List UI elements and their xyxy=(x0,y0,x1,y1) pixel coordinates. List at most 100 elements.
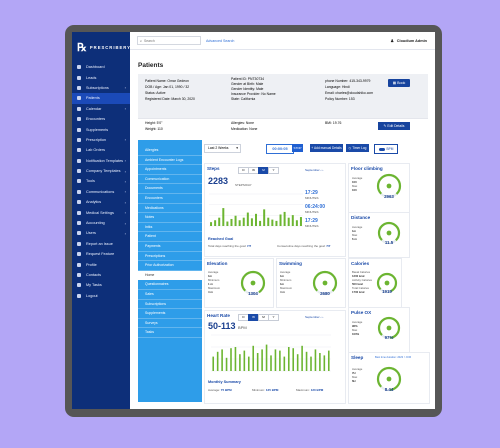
sidebar-item-label: Prescription xyxy=(86,137,107,142)
floor-value: 2963 xyxy=(384,194,394,199)
tab-item[interactable]: Surveys xyxy=(138,319,202,329)
tab-item[interactable]: Ambient Encounter Logs xyxy=(138,156,202,166)
summary-value: 125 BPM xyxy=(265,388,279,392)
goal-total: Total days reaching the goal: 7/7 xyxy=(208,244,251,248)
chart-bar xyxy=(314,349,317,371)
search-box[interactable]: ⌕ xyxy=(137,36,201,45)
stat-label: Minimum xyxy=(280,278,292,282)
sidebar-item[interactable]: Calendar › xyxy=(72,104,130,114)
sidebar-item[interactable]: My Tasks xyxy=(72,280,130,290)
tab-item[interactable]: Supplements xyxy=(138,309,202,319)
timer-log-button[interactable]: ◷ Timer Log xyxy=(346,144,369,152)
tab-item[interactable]: Questionnaires xyxy=(138,280,202,290)
sidebar-item[interactable]: Request Feature xyxy=(72,249,130,259)
chart-bar xyxy=(250,218,253,226)
sidebar-item[interactable]: Dashboard xyxy=(72,62,130,72)
sidebar-item[interactable]: Encounters xyxy=(72,114,130,124)
sidebar-item-label: Tools xyxy=(86,179,95,184)
stop-button[interactable]: STOP xyxy=(292,144,303,152)
period-option[interactable]: Y xyxy=(268,314,279,321)
patient-field: phone Number: 415-343-9979 xyxy=(325,79,371,83)
sidebar-item[interactable]: Profile xyxy=(72,259,130,269)
period-option[interactable]: Y xyxy=(268,167,279,174)
ring-progress xyxy=(377,221,401,245)
tab-item[interactable]: Prescriptions xyxy=(138,252,202,262)
tab-item[interactable]: Notes xyxy=(138,213,202,223)
stat-row: Basal Calories 1200 kcal xyxy=(352,270,372,278)
tab-item[interactable]: Sales xyxy=(138,290,202,300)
sidebar-item[interactable]: Subscriptions › xyxy=(72,83,130,93)
toggle-switch[interactable] xyxy=(378,147,385,151)
sleep-note: Best time duration: 2023 > 9:06 xyxy=(375,356,412,359)
heart-month[interactable]: September ‹ › xyxy=(305,315,324,319)
tab-item[interactable]: Payments xyxy=(138,242,202,252)
tab-item[interactable]: Medications xyxy=(138,204,202,214)
sidebar-item[interactable]: Accounting › xyxy=(72,218,130,228)
sidebar-item[interactable]: Medical Settings › xyxy=(72,207,130,217)
edit-details-label: Edit Details xyxy=(387,124,405,128)
pulse-stats: Average 96% Max 100% xyxy=(352,320,362,336)
sidebar-item[interactable]: Supplements xyxy=(72,124,130,134)
sidebar-item[interactable]: Lab Orders xyxy=(72,145,130,155)
tab-item[interactable]: Communication xyxy=(138,175,202,185)
patient-field: Patient Name: Omar Gedeon xyxy=(145,79,189,83)
sidebar-item[interactable]: Users › xyxy=(72,228,130,238)
tab-item[interactable]: Documents xyxy=(138,184,202,194)
sidebar-item-label: Medical Settings xyxy=(86,210,114,215)
add-manual-details-button[interactable]: + Add manual Details xyxy=(310,144,343,152)
sidebar-item[interactable]: Company Templates › xyxy=(72,166,130,176)
floor-stats: Average 100 Max 100 xyxy=(352,176,362,192)
advanced-search-link[interactable]: Advanced Search xyxy=(206,38,235,43)
tab-item[interactable]: Subscriptions xyxy=(138,300,202,310)
sidebar-item[interactable]: Patients xyxy=(72,93,130,104)
tab-item[interactable]: Allergies xyxy=(138,146,202,156)
stat-row: Activity Calories 500 kcal xyxy=(352,278,372,286)
stat-label: Average xyxy=(352,176,363,180)
bpm-toggle[interactable]: BPM xyxy=(374,144,398,154)
edit-details-button[interactable]: ✎ Edit Details xyxy=(378,122,410,130)
stat-value: 4 m xyxy=(208,290,213,294)
range-dropdown[interactable]: Last 2 Weeks ▾ xyxy=(204,144,241,153)
goal-consecutive: Consecutive days reaching the goal: 7/7 xyxy=(277,244,330,248)
sidebar-item-icon xyxy=(77,75,81,80)
stat-row: Max 6 m xyxy=(352,233,362,241)
stat-label: Max xyxy=(352,328,358,332)
ring-progress xyxy=(240,270,266,296)
tab-item[interactable]: Patient xyxy=(138,232,202,242)
sidebar-item[interactable]: Notification Templates › xyxy=(72,156,130,166)
tab-item[interactable]: Prior Authorization xyxy=(138,261,202,271)
sidebar-item-icon xyxy=(77,158,81,163)
tab-item[interactable]: Home xyxy=(138,270,202,281)
sidebar-item[interactable]: Contacts xyxy=(72,270,130,280)
stat-label: Average xyxy=(352,225,363,229)
sidebar-item[interactable]: Leads xyxy=(72,72,130,82)
sleep-stats: Average 7H Max 6H xyxy=(352,367,362,383)
summary-value: 75 BPM xyxy=(220,388,232,392)
steps-month[interactable]: September ‹ › xyxy=(305,168,324,172)
search-input[interactable] xyxy=(144,38,195,43)
admin-menu[interactable]: ♟ Cloudium Admin xyxy=(390,38,427,44)
sidebar-item[interactable]: Report an Issue xyxy=(72,239,130,249)
chart-bar xyxy=(267,217,270,226)
book-button[interactable]: ▦ Book xyxy=(388,79,410,87)
sidebar-item[interactable]: Tools › xyxy=(72,176,130,186)
sidebar-item-icon xyxy=(77,231,81,236)
sleep-value: 8.44 xyxy=(384,387,394,392)
tab-item[interactable]: Intks xyxy=(138,223,202,233)
tab-item[interactable]: Appointments xyxy=(138,165,202,175)
sidebar-item-icon xyxy=(77,117,81,122)
chevron-right-icon: › xyxy=(124,106,126,112)
sidebar-item[interactable]: Communications › xyxy=(72,187,130,197)
chart-bar xyxy=(230,348,232,371)
sidebar-item[interactable]: Analytics › xyxy=(72,197,130,207)
heart-month-label: September xyxy=(305,315,320,319)
tab-item[interactable]: Encounters xyxy=(138,194,202,204)
chart-bar xyxy=(287,217,290,226)
sidebar-item[interactable]: Logout xyxy=(72,291,130,301)
sidebar-item[interactable]: Prescription › xyxy=(72,135,130,145)
chevron-down-icon: ▾ xyxy=(236,146,238,150)
bpm-label: BPM xyxy=(386,147,394,151)
calories-ring xyxy=(376,272,398,294)
sidebar-item-icon xyxy=(77,200,81,205)
tab-item[interactable]: Tasks xyxy=(138,328,202,338)
